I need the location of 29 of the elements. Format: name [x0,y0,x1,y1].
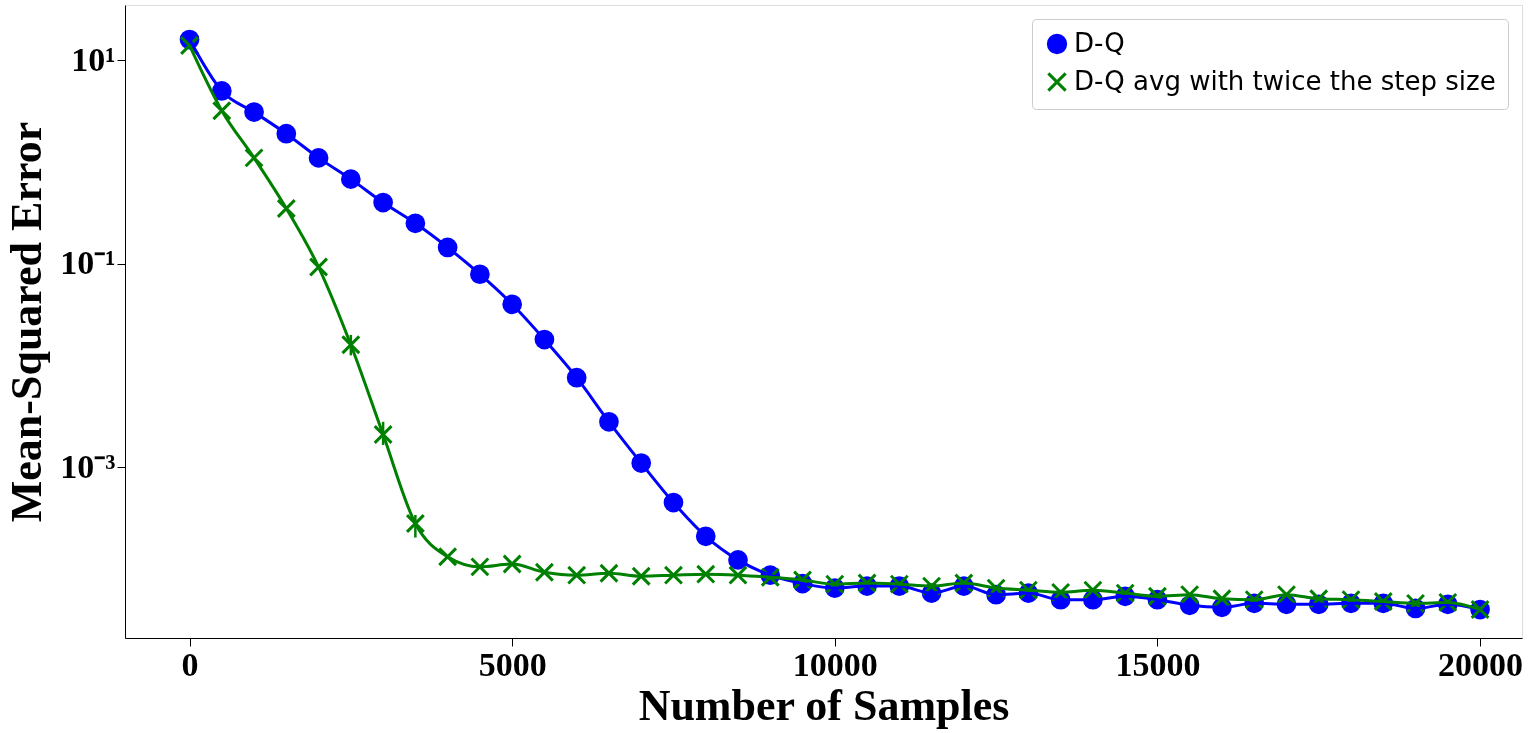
x-tick-label: 5000 [478,645,547,683]
legend-label: D-Q [1074,28,1125,58]
y-tick-label: 10⁻³ [60,447,116,485]
point [308,257,329,277]
x-tick-label: 15000 [1115,645,1201,683]
x-axis-title: Number of Samples [638,680,1010,730]
legend-label: D-Q avg with twice the step size [1074,66,1496,96]
x-tick-label: 10000 [792,645,878,683]
point [340,334,361,355]
y-tick-label: 10⁻¹ [60,244,116,282]
point [437,546,458,567]
point [211,100,232,121]
point [276,198,297,219]
point [405,513,426,534]
point [631,566,652,587]
point [599,563,619,584]
point [566,565,587,586]
point [470,557,490,577]
y-tick-label: 10¹ [71,40,116,78]
point [244,148,264,168]
point [373,424,393,445]
point [534,562,555,583]
x-tick-label: 20000 [1438,645,1524,683]
y-axis-title: Mean-Squared Error [2,121,52,523]
point [695,564,716,585]
point [502,554,523,574]
x-tick-label: 0 [181,645,199,683]
point [663,565,684,586]
point [728,565,748,586]
